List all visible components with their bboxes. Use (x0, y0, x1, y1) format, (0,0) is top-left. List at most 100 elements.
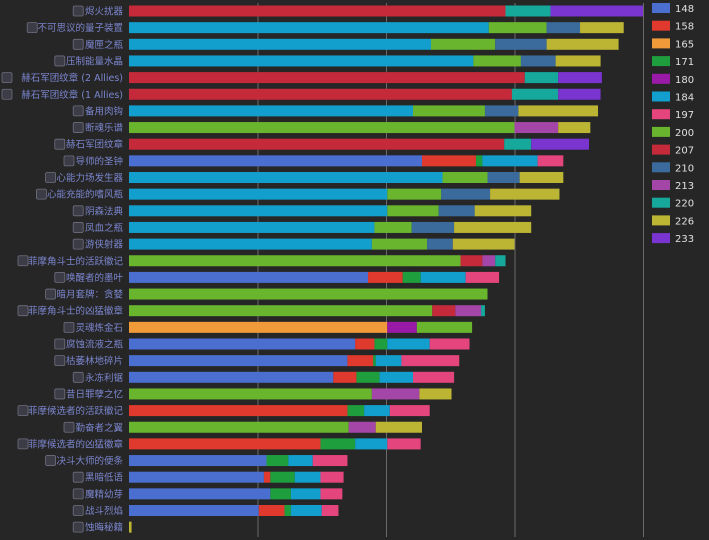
legend-swatch-233 (652, 233, 670, 244)
item-label[interactable]: 赫石军团纹章 (66, 139, 124, 151)
bar-segment-200 (387, 188, 442, 200)
trinket-icon (54, 55, 66, 67)
item-label[interactable]: 压制能量水晶 (66, 55, 123, 67)
item-label[interactable]: 蚀晦秘籍 (85, 522, 123, 534)
item-label[interactable]: 菲摩角斗士的活跃徽记 (28, 255, 124, 267)
bar-segment-200 (129, 388, 372, 400)
item-label[interactable]: 魔精幼芽 (85, 488, 123, 500)
bar-segment-171 (475, 155, 483, 167)
trinket-icon (26, 22, 38, 34)
bar-segment-184 (129, 205, 388, 217)
bar-segment-213 (371, 388, 420, 400)
legend-label-213: 213 (675, 181, 694, 192)
item-label[interactable]: 战斗烈焰 (85, 505, 123, 517)
item-label[interactable]: 灵魂炼金石 (75, 322, 123, 334)
legend-swatch-210 (652, 162, 670, 173)
bar-segment-233 (531, 138, 590, 150)
legend-swatch-184 (652, 91, 670, 102)
item-label[interactable]: 腐蚀流液之瓶 (66, 339, 124, 351)
trinket-icon (63, 421, 75, 433)
item-label[interactable]: 唤醒者的墨叶 (66, 272, 124, 284)
legend-label-158: 158 (675, 22, 694, 33)
item-label[interactable]: 菲摩候选者的活跃徽记 (28, 405, 124, 417)
bar-segment-226 (580, 22, 624, 34)
bar-segment-200 (387, 205, 439, 217)
item-label[interactable]: 永冻利锯 (85, 372, 124, 384)
item-label[interactable]: 菲摩候选者的凶猛徽章 (28, 438, 124, 450)
bar-segment-220 (481, 305, 485, 317)
bar-segment-171 (347, 405, 365, 417)
item-label[interactable]: 魔匣之瓶 (85, 39, 124, 51)
bar-segment-184 (129, 105, 413, 117)
item-label[interactable]: 凤血之瓶 (85, 222, 124, 234)
bar-segment-213 (514, 122, 559, 134)
bar-segment-158 (258, 505, 285, 516)
trinket-icon (45, 455, 56, 466)
item-label[interactable]: 赫石军团纹章 (1 Allies) (21, 89, 123, 101)
item-label[interactable]: 赫石军团纹章 (2 Allies) (21, 72, 123, 84)
bar-segment-184 (129, 55, 474, 67)
item-label[interactable]: 游侠射器 (85, 239, 124, 251)
trinket-icon (1, 88, 13, 100)
trinket-icon (72, 5, 84, 17)
bar-segment-184 (129, 188, 388, 200)
bar-segment-200 (473, 55, 521, 67)
bar-segment-148 (129, 338, 356, 350)
bar-segment-197 (320, 488, 343, 500)
trinket-icon (72, 505, 84, 516)
trinket-icon (63, 321, 75, 333)
trinket-icon (72, 38, 84, 50)
bar-segment-220 (524, 72, 559, 84)
bar-segment-207 (129, 88, 512, 100)
trinket-icon (17, 405, 29, 417)
legend-label-197: 197 (675, 110, 694, 121)
bar-segment-197 (429, 338, 470, 350)
item-label[interactable]: 枯萎林地碎片 (66, 355, 123, 367)
bar-segment-220 (511, 88, 559, 100)
bar-segment-171 (266, 455, 289, 467)
trinket-icon (54, 338, 66, 350)
trinket-icon (1, 72, 13, 83)
trinket-icon (54, 138, 66, 150)
item-label[interactable]: 阴森法典 (85, 205, 124, 217)
bar-segment-148 (129, 505, 259, 516)
legend-swatch-207 (652, 144, 670, 155)
item-label[interactable]: 断魂乐谱 (85, 122, 124, 134)
bar-segment-171 (284, 505, 291, 516)
trinket-icon (17, 438, 29, 450)
bar-segment-184 (129, 221, 375, 233)
item-label[interactable]: 决斗大师的便条 (56, 455, 123, 467)
legend-label-220: 220 (675, 199, 694, 210)
trinket-icon (72, 238, 84, 250)
item-label[interactable]: 菲摩角斗士的凶猛徽章 (28, 305, 124, 317)
item-label[interactable]: 心能充能的嗜风瓶 (47, 189, 124, 201)
item-label[interactable]: 黑暗低语 (85, 472, 124, 484)
bar-segment-158 (347, 355, 374, 367)
item-label[interactable]: 导师的圣钟 (75, 155, 123, 167)
trinket-icon (72, 122, 84, 133)
item-label[interactable]: 昔日罪孽之忆 (66, 388, 123, 400)
bar-segment-171 (374, 338, 388, 350)
bar-segment-158 (368, 271, 403, 283)
bar-segment-184 (294, 471, 321, 483)
trinket-icon (17, 255, 29, 267)
bar-segment-210 (438, 205, 475, 217)
legend (645, 0, 709, 540)
item-label[interactable]: 不可思议的量子装置 (37, 22, 123, 34)
item-label[interactable]: 备用肉钩 (85, 105, 123, 117)
legend-label-171: 171 (675, 57, 694, 68)
bar-segment-200 (430, 38, 496, 50)
legend-label-148: 148 (675, 4, 694, 15)
bar-segment-200 (129, 255, 461, 267)
bar-segment-200 (129, 421, 349, 433)
item-label[interactable]: 心能力场发生器 (56, 172, 123, 184)
item-label[interactable]: 暗月套牌：贪婪 (56, 289, 123, 301)
item-label[interactable]: 烬火扰器 (85, 6, 124, 18)
bar-segment-207 (129, 5, 506, 17)
item-label[interactable]: 勤奋者之翼 (75, 422, 123, 434)
trinket-icon (63, 155, 75, 167)
bar-segment-171 (270, 471, 295, 483)
trinket-icon (72, 205, 84, 217)
bar-segment-220 (504, 138, 532, 150)
